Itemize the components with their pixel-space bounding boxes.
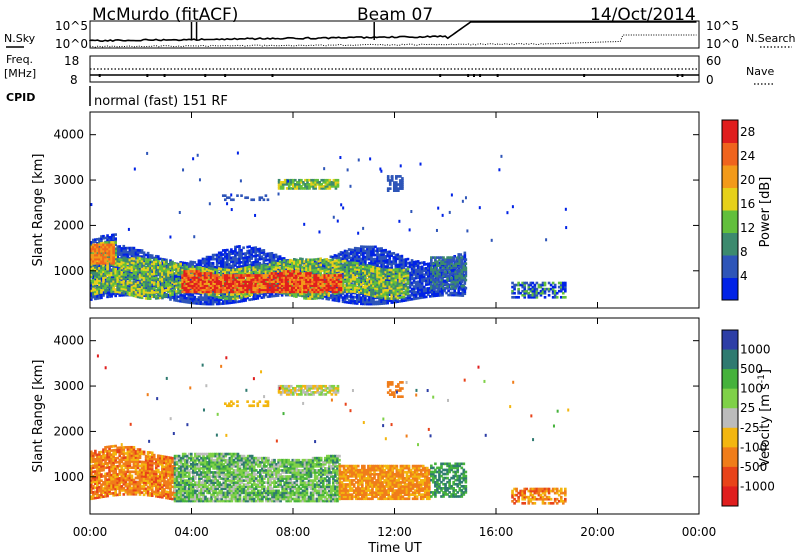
noise-lines bbox=[90, 22, 697, 47]
freq-blip bbox=[473, 74, 475, 77]
beam-title: Beam 07 bbox=[357, 5, 433, 25]
power-cell bbox=[151, 254, 154, 257]
nsearch-tick-top: 10^5 bbox=[706, 19, 739, 33]
power-cell bbox=[114, 237, 117, 240]
freq-blip bbox=[271, 74, 273, 77]
power-cell bbox=[283, 259, 286, 262]
power-cell bbox=[425, 296, 428, 299]
freq-blip bbox=[439, 74, 441, 77]
power-cell bbox=[464, 252, 467, 255]
cpid-value: normal (fast) 151 RF bbox=[94, 94, 228, 109]
nsky-tick-bottom: 10^0 bbox=[55, 37, 88, 51]
power-data-layer bbox=[90, 152, 567, 306]
power-cell bbox=[238, 245, 241, 248]
freq-blip bbox=[479, 74, 481, 77]
power-cell bbox=[212, 262, 215, 265]
power-cell bbox=[159, 262, 162, 265]
freq-label: Freq. bbox=[6, 53, 33, 66]
freq-blip bbox=[497, 74, 499, 77]
freq-tick-bottom: 8 bbox=[70, 73, 78, 87]
power-cell bbox=[157, 255, 160, 258]
freq-blip bbox=[204, 74, 206, 77]
freq-blip bbox=[99, 74, 101, 77]
freq-blip bbox=[677, 74, 679, 77]
power-cell bbox=[242, 246, 245, 249]
freq-blip bbox=[164, 74, 166, 77]
cpid-label: CPID bbox=[6, 91, 35, 104]
power-cell bbox=[133, 280, 136, 283]
power-cell bbox=[114, 268, 117, 271]
power-cell bbox=[401, 255, 404, 258]
freq-blip bbox=[224, 74, 226, 77]
power-cell bbox=[263, 249, 266, 252]
freq-blip bbox=[583, 74, 585, 77]
power-cell bbox=[137, 281, 140, 284]
power-cell bbox=[179, 263, 182, 266]
freq-blip bbox=[467, 74, 469, 77]
power-cell bbox=[165, 293, 168, 296]
freq-blip bbox=[146, 74, 148, 77]
nsky-tick-top: 10^5 bbox=[55, 19, 88, 33]
nsearch-label: N.Search bbox=[746, 32, 796, 45]
freq-unit-label: [MHz] bbox=[4, 67, 36, 80]
nave-tick-top: 60 bbox=[706, 54, 721, 68]
nsky-label: N.Sky bbox=[4, 32, 36, 45]
power-cell bbox=[147, 252, 150, 255]
power-cell bbox=[114, 241, 117, 244]
power-cell bbox=[165, 260, 168, 263]
nave-label: Nave bbox=[746, 65, 774, 78]
freq-lines bbox=[90, 69, 699, 77]
noise-panel-frame bbox=[90, 21, 699, 48]
power-cell bbox=[240, 249, 243, 252]
power-cell bbox=[133, 258, 136, 261]
station-title: McMurdo (fitACF) bbox=[92, 5, 238, 25]
power-cell bbox=[114, 233, 117, 236]
nave-tick-bottom: 0 bbox=[706, 73, 714, 87]
freq-blip bbox=[681, 74, 683, 77]
power-cell bbox=[407, 258, 410, 261]
nsearch-tick-bottom: 10^0 bbox=[706, 37, 739, 51]
freq-tick-top: 18 bbox=[64, 54, 79, 68]
